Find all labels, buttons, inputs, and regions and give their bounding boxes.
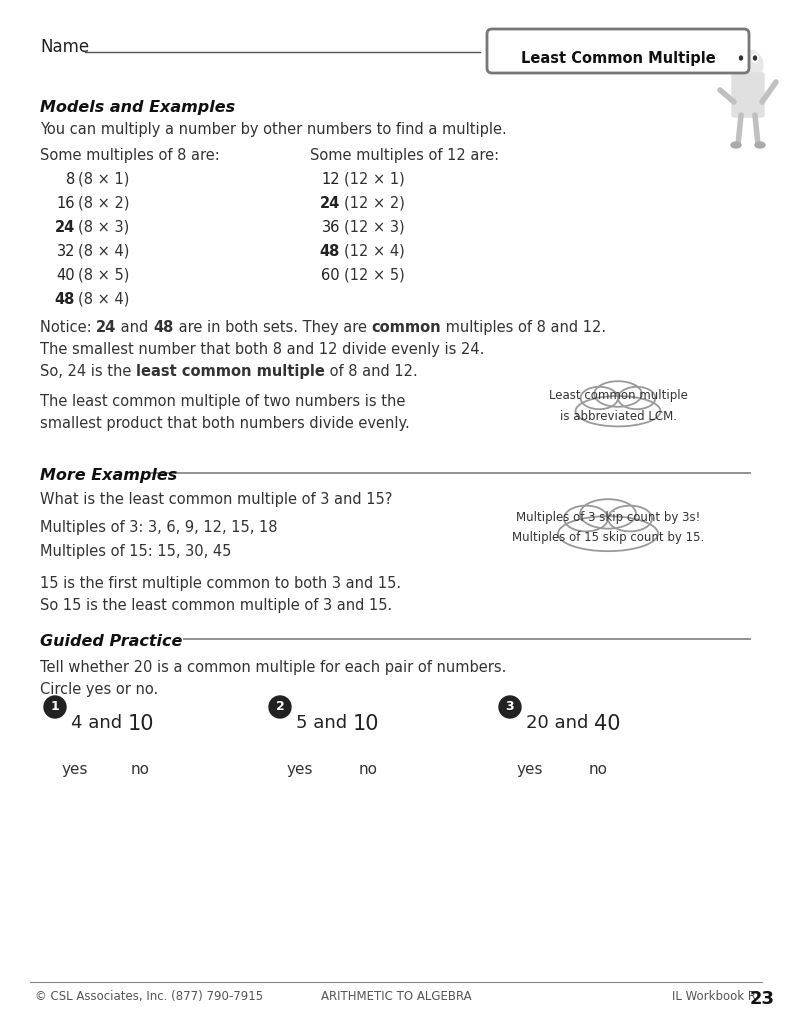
Text: 36: 36 (322, 220, 340, 234)
Text: © CSL Associates, Inc. (877) 790-7915: © CSL Associates, Inc. (877) 790-7915 (35, 990, 263, 1002)
Text: multiples of 8 and 12.: multiples of 8 and 12. (441, 319, 606, 335)
Text: So 15 is the least common multiple of 3 and 15.: So 15 is the least common multiple of 3 … (40, 598, 392, 613)
Text: yes: yes (62, 762, 89, 777)
Text: 40: 40 (594, 714, 621, 734)
Text: 48: 48 (320, 244, 340, 259)
Text: (12 × 1): (12 × 1) (344, 172, 405, 187)
Text: Circle yes or no.: Circle yes or no. (40, 682, 158, 697)
Text: no: no (131, 762, 149, 777)
Circle shape (269, 696, 291, 718)
Text: More Examples: More Examples (40, 468, 177, 483)
Text: IL Workbook R: IL Workbook R (672, 990, 759, 1002)
Text: 20 and: 20 and (526, 714, 594, 732)
Text: Notice:: Notice: (40, 319, 97, 335)
Text: (8 × 1): (8 × 1) (78, 172, 130, 187)
Text: yes: yes (517, 762, 543, 777)
Text: Some multiples of 12 are:: Some multiples of 12 are: (310, 148, 499, 163)
Text: 1: 1 (51, 700, 59, 714)
Ellipse shape (731, 142, 741, 148)
Text: 12: 12 (321, 172, 340, 187)
Text: (12 × 5): (12 × 5) (344, 268, 405, 283)
Ellipse shape (564, 506, 608, 531)
Text: (8 × 4): (8 × 4) (78, 244, 130, 259)
FancyBboxPatch shape (487, 29, 749, 73)
Text: 48: 48 (153, 319, 174, 335)
Text: 32: 32 (56, 244, 75, 259)
Text: Some multiples of 8 are:: Some multiples of 8 are: (40, 148, 220, 163)
Text: 40: 40 (56, 268, 75, 283)
Ellipse shape (618, 387, 656, 410)
Text: no: no (358, 762, 377, 777)
Text: 60: 60 (321, 268, 340, 283)
Ellipse shape (755, 142, 765, 148)
Text: (8 × 3): (8 × 3) (78, 220, 129, 234)
Ellipse shape (558, 516, 658, 551)
Text: Least Common Multiple: Least Common Multiple (520, 51, 715, 66)
Text: are in both sets. They are: are in both sets. They are (174, 319, 372, 335)
Text: 10: 10 (353, 714, 380, 734)
Text: The smallest number that both 8 and 12 divide evenly is 24.: The smallest number that both 8 and 12 d… (40, 342, 484, 357)
Text: 2: 2 (275, 700, 285, 714)
Text: (8 × 2): (8 × 2) (78, 196, 130, 211)
Text: (12 × 4): (12 × 4) (344, 244, 405, 259)
Ellipse shape (581, 387, 618, 410)
Ellipse shape (754, 56, 756, 60)
Text: (12 × 2): (12 × 2) (344, 196, 405, 211)
Text: You can multiply a number by other numbers to find a multiple.: You can multiply a number by other numbe… (40, 122, 507, 137)
Text: Tell whether 20 is a common multiple for each pair of numbers.: Tell whether 20 is a common multiple for… (40, 660, 506, 675)
Text: 24: 24 (320, 196, 340, 211)
FancyBboxPatch shape (732, 73, 764, 117)
Text: ARITHMETIC TO ALGEBRA: ARITHMETIC TO ALGEBRA (320, 990, 471, 1002)
Ellipse shape (580, 499, 636, 528)
Text: 5 and: 5 and (296, 714, 353, 732)
Text: Least common multiple
is abbreviated LCM.: Least common multiple is abbreviated LCM… (549, 389, 687, 423)
Text: Name: Name (40, 38, 89, 56)
Text: 8: 8 (66, 172, 75, 187)
Ellipse shape (576, 396, 660, 426)
Circle shape (499, 696, 521, 718)
Text: common: common (372, 319, 441, 335)
Text: Models and Examples: Models and Examples (40, 100, 235, 115)
Ellipse shape (594, 381, 642, 407)
Text: 4 and: 4 and (71, 714, 128, 732)
Text: So, 24 is the: So, 24 is the (40, 364, 136, 379)
Ellipse shape (733, 50, 763, 80)
Text: 16: 16 (56, 196, 75, 211)
Text: Multiples of 3: 3, 6, 9, 12, 15, 18: Multiples of 3: 3, 6, 9, 12, 15, 18 (40, 520, 278, 535)
Ellipse shape (740, 56, 743, 60)
Text: 3: 3 (505, 700, 514, 714)
Circle shape (44, 696, 66, 718)
Text: least common multiple: least common multiple (136, 364, 325, 379)
Text: Multiples of 3 skip count by 3s!
Multiples of 15 skip count by 15.: Multiples of 3 skip count by 3s! Multipl… (512, 512, 704, 545)
Text: 48: 48 (55, 292, 75, 307)
Text: smallest product that both numbers divide evenly.: smallest product that both numbers divid… (40, 416, 410, 431)
Text: 24: 24 (97, 319, 116, 335)
Text: 23: 23 (750, 990, 775, 1008)
Ellipse shape (752, 54, 758, 62)
Text: 24: 24 (55, 220, 75, 234)
Text: 10: 10 (128, 714, 154, 734)
Ellipse shape (738, 54, 744, 62)
Text: and: and (116, 319, 153, 335)
Text: Multiples of 15: 15, 30, 45: Multiples of 15: 15, 30, 45 (40, 544, 232, 559)
Text: no: no (589, 762, 607, 777)
Text: (12 × 3): (12 × 3) (344, 220, 405, 234)
Text: The least common multiple of two numbers is the: The least common multiple of two numbers… (40, 394, 405, 409)
Text: Guided Practice: Guided Practice (40, 634, 183, 649)
Text: yes: yes (287, 762, 313, 777)
Text: 15 is the first multiple common to both 3 and 15.: 15 is the first multiple common to both … (40, 575, 401, 591)
Text: (8 × 5): (8 × 5) (78, 268, 130, 283)
Ellipse shape (608, 506, 652, 531)
Text: (8 × 4): (8 × 4) (78, 292, 130, 307)
Text: What is the least common multiple of 3 and 15?: What is the least common multiple of 3 a… (40, 492, 392, 507)
Text: of 8 and 12.: of 8 and 12. (325, 364, 418, 379)
